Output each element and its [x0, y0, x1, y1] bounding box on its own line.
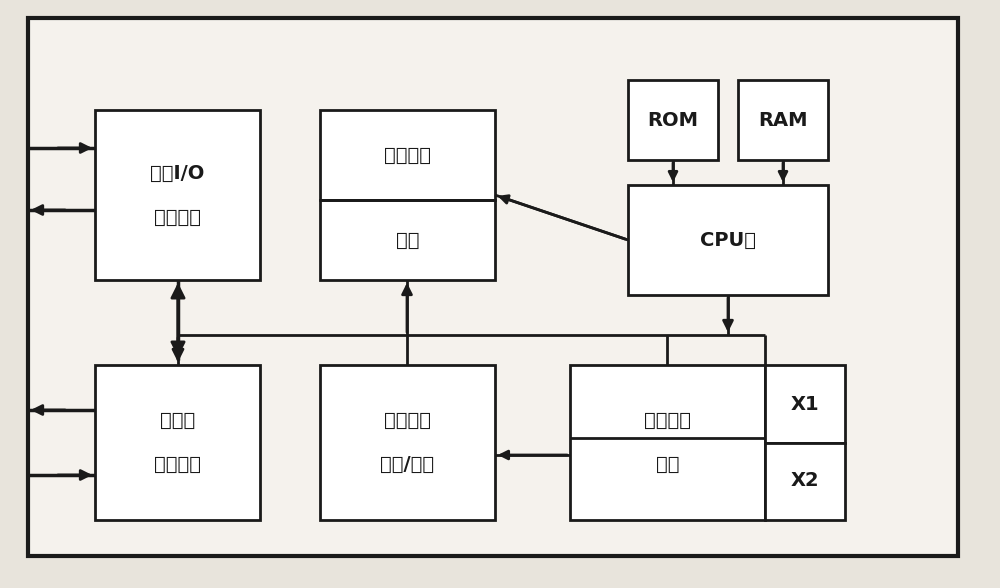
Text: 存储器: 存储器	[160, 411, 195, 430]
Bar	[320, 365, 495, 520]
Text: X1: X1	[791, 395, 819, 413]
Bar	[320, 200, 495, 280]
Text: 时钟: 时钟	[656, 455, 679, 474]
Text: ROM: ROM	[648, 111, 698, 129]
Bar	[628, 80, 718, 160]
Bar	[95, 365, 260, 520]
Bar	[628, 185, 828, 295]
Text: 中断控制: 中断控制	[384, 411, 431, 430]
Bar	[765, 365, 845, 443]
Text: 逻辑运算: 逻辑运算	[384, 145, 431, 165]
Bar	[570, 365, 765, 520]
Text: RAM: RAM	[758, 111, 808, 129]
Text: 基准时间: 基准时间	[644, 411, 691, 430]
Text: X2: X2	[791, 472, 819, 490]
Text: 串行I/O: 串行I/O	[150, 163, 205, 182]
Text: 接口单元: 接口单元	[154, 455, 201, 474]
Text: 标记: 标记	[396, 230, 419, 249]
Bar	[320, 110, 495, 200]
Text: CPU核: CPU核	[700, 230, 756, 249]
Bar	[738, 80, 828, 160]
Text: 接口单元: 接口单元	[154, 208, 201, 226]
Bar	[95, 110, 260, 280]
Text: 时间/计数: 时间/计数	[380, 455, 435, 474]
Bar	[765, 443, 845, 520]
